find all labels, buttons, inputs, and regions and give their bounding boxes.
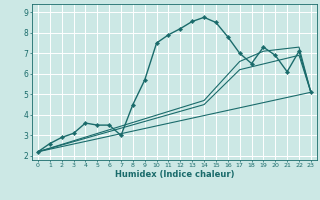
X-axis label: Humidex (Indice chaleur): Humidex (Indice chaleur) [115, 170, 234, 179]
